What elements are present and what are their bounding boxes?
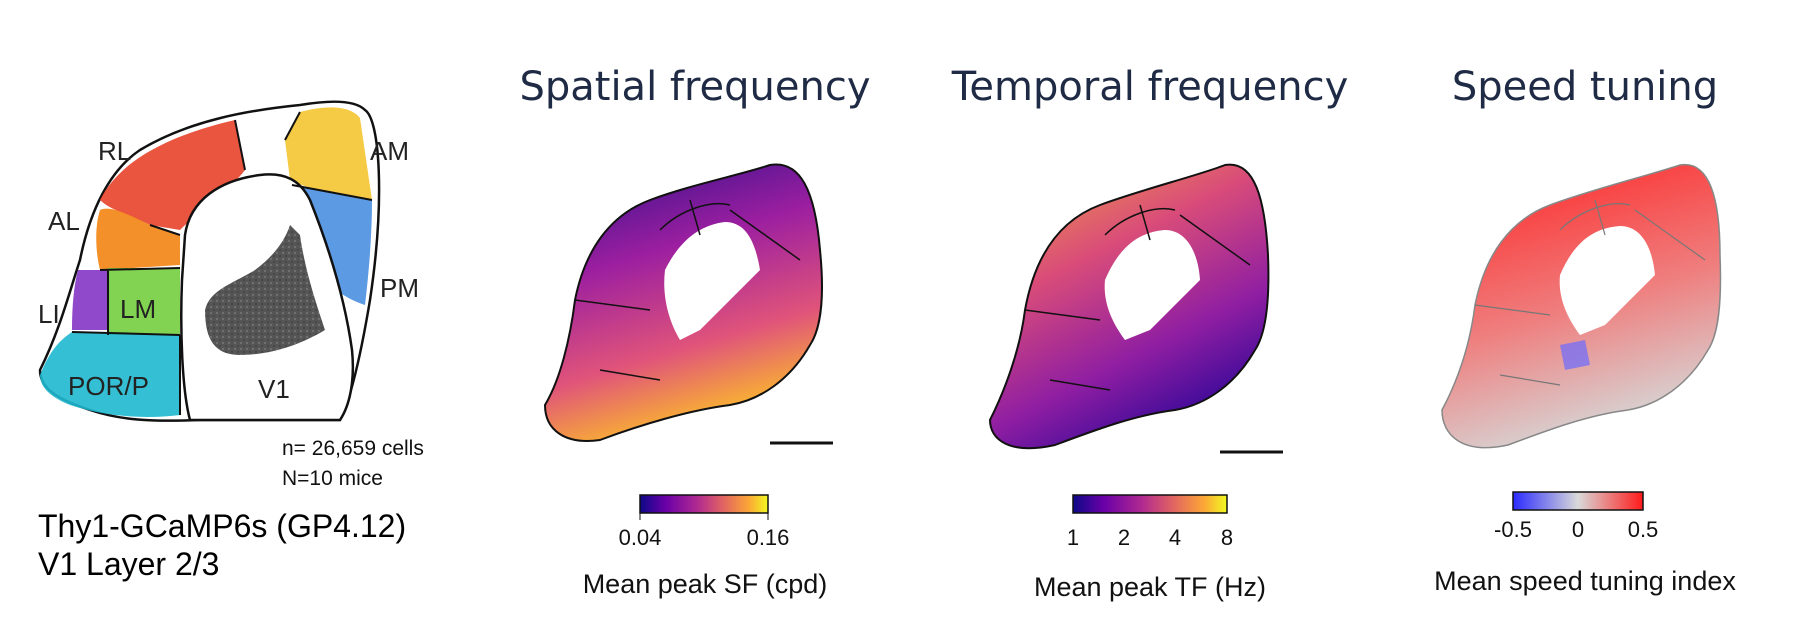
mice-count: N=10 mice [282, 467, 383, 490]
sf-borders [574, 199, 801, 381]
tf-title: Temporal frequency [951, 64, 1348, 110]
area-LI [72, 270, 108, 330]
sf-tick-0: 0.04 [619, 525, 662, 550]
sf-colorbar [639, 494, 769, 514]
area-label-V1: V1 [258, 374, 290, 404]
sf-colorbar-label: Mean peak SF (cpd) [583, 569, 828, 599]
speed-borders [1474, 199, 1706, 386]
sf-title: Spatial frequency [519, 64, 870, 110]
speed-v1-hole [1559, 226, 1655, 335]
area-POR [40, 332, 180, 417]
area-label-AL: AL [48, 206, 80, 236]
speed-title: Speed tuning [1452, 64, 1718, 110]
tf-borders [1024, 204, 1251, 391]
area-LM [108, 268, 180, 335]
caption-line2: V1 Layer 2/3 [38, 546, 219, 582]
speed-blue-patch [1560, 340, 1590, 370]
speed-tick-1: 0 [1572, 517, 1584, 542]
tf-tick-2: 4 [1169, 525, 1181, 550]
area-label-LI: LI [38, 299, 60, 329]
tf-tick-1: 2 [1118, 525, 1130, 550]
area-label-PM: PM [380, 273, 419, 303]
area-label-AM: AM [370, 136, 409, 166]
tf-colorbar-label: Mean peak TF (Hz) [1034, 572, 1266, 602]
area-label-POR: POR/P [68, 371, 149, 401]
area-AM [285, 107, 372, 200]
speed-colorbar-label: Mean speed tuning index [1434, 566, 1736, 596]
area-AL [96, 208, 180, 270]
sf-tick-1: 0.16 [747, 525, 790, 550]
tf-panel: Temporal frequency 1 2 4 8 Mean peak TF … [951, 64, 1348, 602]
tf-colorbar [1072, 494, 1228, 514]
speed-panel: Speed tuning -0.5 0 0.5 Mean speed tunin… [1434, 64, 1736, 596]
speed-colorbar [1512, 491, 1644, 511]
speed-tick-0: -0.5 [1494, 517, 1532, 542]
area-borders [71, 111, 373, 415]
speed-tick-2: 0.5 [1628, 517, 1659, 542]
sf-panel: Spatial frequency 0.04 0.16 Mean peak SF… [519, 64, 870, 599]
area-label-RL: RL [98, 136, 131, 166]
caption-line1: Thy1-GCaMP6s (GP4.12) [38, 508, 406, 544]
area-V1-cells [205, 225, 325, 355]
area-label-LM: LM [120, 294, 156, 324]
area-map-panel: RL AM AL PM LI LM POR/P V1 n= 26,659 cel… [38, 100, 424, 582]
tf-tick-0: 1 [1067, 525, 1079, 550]
sf-v1-hole [664, 222, 760, 340]
cell-count: n= 26,659 cells [282, 437, 424, 460]
cortex-outline [38, 100, 381, 422]
tf-v1-hole [1104, 230, 1200, 340]
tf-tick-3: 8 [1221, 525, 1233, 550]
